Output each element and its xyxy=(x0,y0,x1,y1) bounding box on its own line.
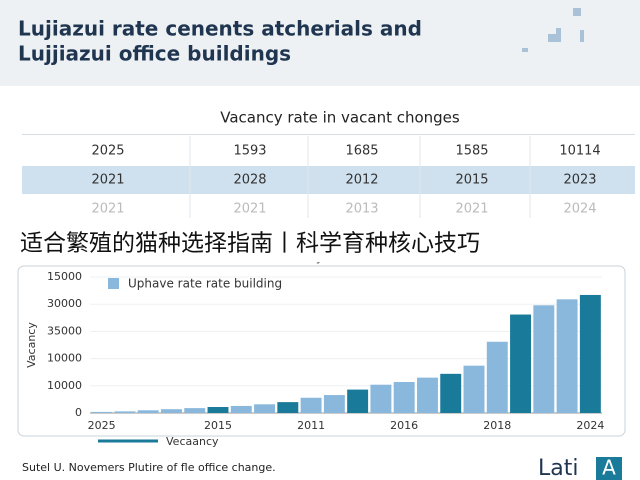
table-cell: 2013 xyxy=(345,202,378,217)
bar xyxy=(230,405,252,413)
table-cell: 1593 xyxy=(233,144,266,159)
bar xyxy=(254,404,276,413)
table-cell: 2023 xyxy=(563,173,596,188)
y-tick-label: 15000 xyxy=(47,270,82,283)
bar xyxy=(416,377,438,413)
deco-icons xyxy=(522,8,584,52)
table-cell: 2021 xyxy=(91,173,124,188)
y-tick-label: 10000 xyxy=(47,352,82,365)
title-line: Lujiazui rate cenents atcherials and xyxy=(18,17,422,41)
table-rule xyxy=(22,134,635,135)
banner-text: 适合繁殖的猫种选择指南丨科学育种核心技巧 xyxy=(20,231,480,257)
row-highlight xyxy=(22,166,635,194)
bar xyxy=(91,411,113,413)
bar xyxy=(184,408,206,413)
table-cell: 2028 xyxy=(233,173,266,188)
header-band xyxy=(0,0,640,86)
bar xyxy=(114,411,136,413)
logo-box-text: A xyxy=(602,456,616,480)
bar xyxy=(510,314,532,413)
bar xyxy=(277,402,299,413)
table-cell: 2025 xyxy=(91,144,124,159)
x-tick-label: 2018 xyxy=(483,419,511,432)
plot: 0 10000 10000 35000 30000 15000 2025 2015 2011 20… xyxy=(47,270,604,448)
bar xyxy=(300,397,322,413)
legend-label: Uphave rate rate building xyxy=(128,277,282,291)
bar xyxy=(160,409,182,413)
table-cell: 2021 xyxy=(455,202,488,217)
table-cell: 2021 xyxy=(91,202,124,217)
legend-swatch xyxy=(108,278,119,289)
bar xyxy=(486,341,508,413)
bar xyxy=(440,373,462,413)
table-cell: 2015 xyxy=(455,173,488,188)
x-tick-label: 2011 xyxy=(297,419,325,432)
bar xyxy=(323,395,345,413)
table-cell: 1685 xyxy=(345,144,378,159)
bar xyxy=(370,384,392,413)
y-axis-label: Vacancy xyxy=(25,322,38,368)
bar xyxy=(137,410,159,413)
x-tick-label: 2024 xyxy=(576,419,604,432)
x-tick-label: 2016 xyxy=(390,419,418,432)
bar xyxy=(533,305,555,413)
logo: Lati xyxy=(538,456,578,480)
chart-frame xyxy=(17,265,626,437)
bar xyxy=(207,407,229,413)
bar xyxy=(463,365,485,413)
bar xyxy=(393,381,415,413)
logo-box xyxy=(596,457,622,480)
x-tick-label: 2015 xyxy=(204,419,232,432)
y-tick-label: 30000 xyxy=(47,297,82,310)
table-title: Vacancy rate in vacant chonges xyxy=(220,109,460,127)
table-cell: 1585 xyxy=(455,144,488,159)
table: 2025 1593 1685 1585 10114 2021 2028 2012 2015 202… xyxy=(91,136,601,218)
bar xyxy=(579,294,601,413)
table-cell: 10114 xyxy=(559,144,600,159)
y-tick-label: 0 xyxy=(75,406,82,419)
bar xyxy=(556,299,578,413)
y-tick-label: 10000 xyxy=(47,379,82,392)
legend-label: Vecaancy xyxy=(166,435,219,448)
y-tick-label: 35000 xyxy=(47,324,82,337)
table-cell: 2021 xyxy=(233,202,266,217)
banner-bg xyxy=(0,224,640,262)
bar xyxy=(347,389,369,413)
table-cell: 2012 xyxy=(345,173,378,188)
title-line: Lujjiazui office buildings xyxy=(18,42,291,66)
footer-source: Sutel U. Novemers Plutire of fle office … xyxy=(22,461,276,474)
table-cell: 2024 xyxy=(563,202,596,217)
x-tick-label: 2025 xyxy=(88,419,116,432)
